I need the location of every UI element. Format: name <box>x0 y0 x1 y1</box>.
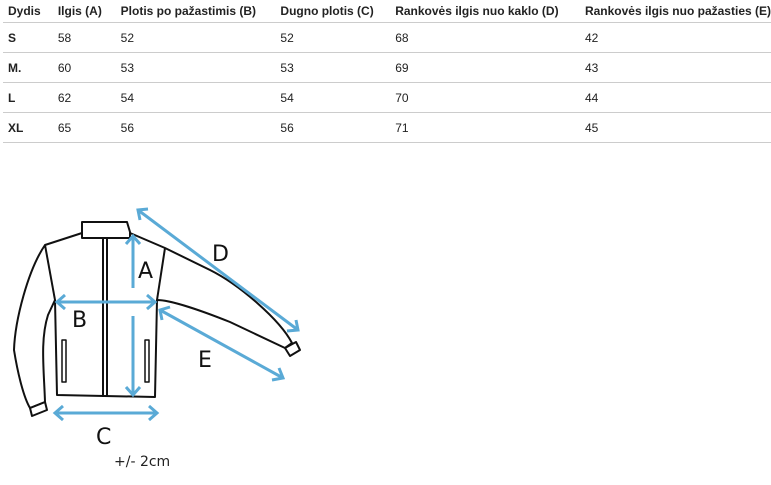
header-sleeve-neck: Rankovės ilgis nuo kaklo (D) <box>390 0 580 23</box>
size-cell: L <box>3 82 53 113</box>
value-cell: 53 <box>275 52 391 83</box>
value-cell: 68 <box>390 22 580 53</box>
value-cell: 54 <box>275 82 391 113</box>
size-cell: M. <box>3 52 53 83</box>
value-cell: 58 <box>52 22 116 53</box>
arrow-c <box>52 404 160 422</box>
value-cell: 52 <box>115 22 276 53</box>
value-cell: 69 <box>390 52 580 83</box>
value-cell: 42 <box>579 22 771 53</box>
arrow-b <box>54 293 158 311</box>
header-bottom-width: Dugno plotis (C) <box>275 0 391 23</box>
label-b: B <box>72 308 87 333</box>
value-cell: 56 <box>275 112 391 143</box>
value-cell: 60 <box>52 52 116 83</box>
tolerance-note: +/- 2cm <box>114 454 171 470</box>
table-row: M. 60 53 53 69 43 <box>3 52 771 83</box>
label-e: E <box>198 348 212 373</box>
header-sleeve-armpit: Rankovės ilgis nuo pažasties (E) <box>579 0 771 23</box>
label-c: C <box>96 425 111 450</box>
label-d: D <box>212 242 229 267</box>
table-row: S 58 52 52 68 42 <box>3 22 771 53</box>
table-row: L 62 54 54 70 44 <box>3 82 771 113</box>
jacket-outline <box>13 221 301 417</box>
header-size: Dydis <box>3 0 53 23</box>
arrow-e <box>158 305 286 382</box>
value-cell: 52 <box>275 22 391 53</box>
value-cell: 71 <box>390 112 580 143</box>
value-cell: 45 <box>579 112 771 143</box>
header-length: Ilgis (A) <box>52 0 116 23</box>
header-chest-width: Plotis po pažastimis (B) <box>115 0 276 23</box>
value-cell: 53 <box>115 52 276 83</box>
value-cell: 56 <box>115 112 276 143</box>
size-cell: S <box>3 22 53 53</box>
label-a: A <box>138 259 153 284</box>
table-header-row: Dydis Ilgis (A) Plotis po pažastimis (B)… <box>3 0 771 23</box>
value-cell: 65 <box>52 112 116 143</box>
size-table: Dydis Ilgis (A) Plotis po pažastimis (B)… <box>3 0 771 143</box>
arrow-d <box>136 207 300 333</box>
value-cell: 44 <box>579 82 771 113</box>
value-cell: 54 <box>115 82 276 113</box>
value-cell: 70 <box>390 82 580 113</box>
arrow-a <box>124 233 142 398</box>
value-cell: 43 <box>579 52 771 83</box>
value-cell: 62 <box>52 82 116 113</box>
size-cell: XL <box>3 112 53 143</box>
measurement-arrows <box>52 207 300 422</box>
table-row: XL 65 56 56 71 45 <box>3 112 771 143</box>
